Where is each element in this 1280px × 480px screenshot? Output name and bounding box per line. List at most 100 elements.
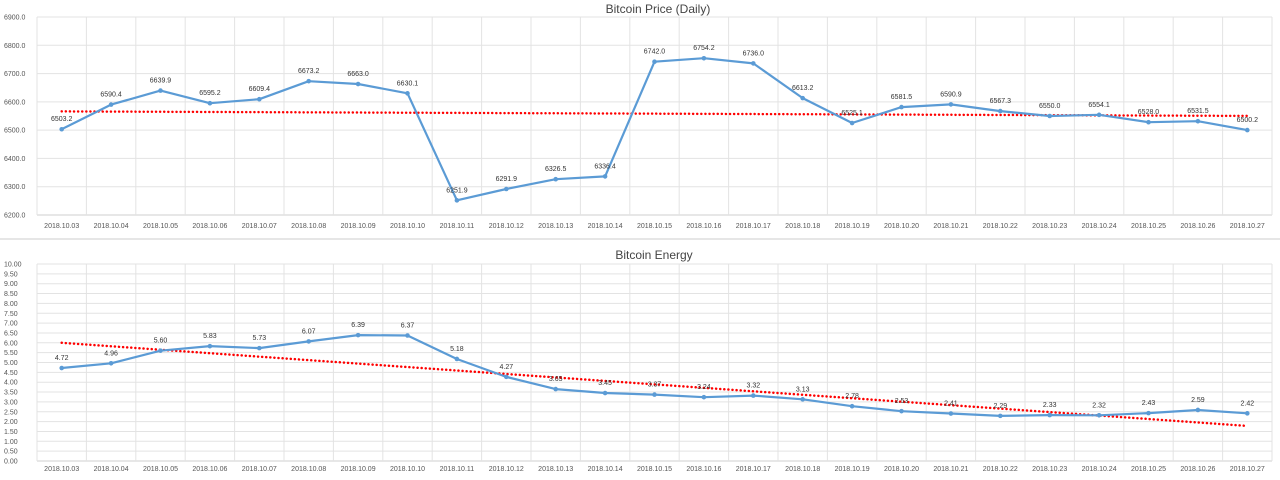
energy-x-tick-label: 2018.10.18 <box>785 466 820 473</box>
price-data-point <box>553 176 558 182</box>
price-x-tick-label: 2018.10.15 <box>637 223 672 230</box>
energy-data-label: 3.24 <box>697 384 711 391</box>
energy-y-tick-label: 3.50 <box>4 390 18 397</box>
energy-x-tick-label: 2018.10.16 <box>686 466 721 473</box>
price-data-point <box>849 120 855 126</box>
price-x-tick-label: 2018.10.07 <box>242 223 277 230</box>
energy-x-tick-label: 2018.10.23 <box>1032 466 1067 473</box>
price-y-tick-label: 6600.0 <box>4 99 26 106</box>
price-data-label: 6554.1 <box>1088 102 1110 109</box>
energy-x-tick-label: 2018.10.09 <box>341 466 376 473</box>
energy-x-tick-label: 2018.10.15 <box>637 466 672 473</box>
price-x-tick-label: 2018.10.11 <box>440 223 475 230</box>
energy-y-tick-label: 4.00 <box>4 380 18 387</box>
energy-data-point <box>257 345 262 351</box>
price-data-point <box>1146 119 1151 125</box>
energy-y-tick-label: 9.00 <box>4 281 18 288</box>
energy-data-label: 3.37 <box>648 382 662 389</box>
energy-x-tick-label: 2018.10.05 <box>143 466 178 473</box>
energy-y-tick-label: 7.00 <box>4 321 18 328</box>
energy-y-tick-label: 5.00 <box>4 360 18 367</box>
price-data-label: 6567.3 <box>990 98 1012 105</box>
price-x-tick-label: 2018.10.27 <box>1230 223 1265 230</box>
energy-data-point <box>1195 407 1201 413</box>
energy-data-label: 2.42 <box>1240 400 1254 407</box>
energy-x-tick-label: 2018.10.21 <box>933 466 968 473</box>
energy-data-label: 6.07 <box>302 328 316 335</box>
energy-y-tick-label: 5.50 <box>4 350 18 357</box>
energy-data-label: 6.37 <box>401 323 415 330</box>
price-x-tick-label: 2018.10.05 <box>143 223 178 230</box>
price-data-point <box>1096 112 1102 118</box>
price-data-label: 6531.5 <box>1187 108 1209 115</box>
energy-x-tick-label: 2018.10.24 <box>1082 466 1117 473</box>
price-data-point <box>998 108 1003 114</box>
energy-x-tick-label: 2018.10.10 <box>390 466 425 473</box>
price-data-point <box>59 126 64 132</box>
energy-data-point <box>998 413 1003 419</box>
energy-y-tick-label: 6.50 <box>4 330 18 337</box>
energy-x-tick-label: 2018.10.17 <box>736 466 771 473</box>
energy-data-point <box>751 393 756 398</box>
price-data-point <box>602 174 608 179</box>
price-x-tick-label: 2018.10.24 <box>1082 223 1117 230</box>
price-data-label: 6503.2 <box>51 116 73 123</box>
price-x-tick-label: 2018.10.03 <box>44 223 79 230</box>
energy-data-point <box>553 386 558 392</box>
price-data-point <box>800 95 805 101</box>
energy-series-line <box>61 333 1248 417</box>
price-x-tick-label: 2018.10.08 <box>291 223 326 230</box>
price-data-point <box>652 59 657 64</box>
energy-data-point <box>158 348 163 353</box>
energy-data-label: 2.53 <box>895 398 909 405</box>
chart-separator <box>0 238 1280 240</box>
price-y-tick-label: 6900.0 <box>4 15 26 22</box>
price-x-tick-label: 2018.10.12 <box>489 223 524 230</box>
energy-data-label: 5.73 <box>252 335 266 342</box>
energy-data-point <box>306 339 312 344</box>
energy-data-label: 3.65 <box>549 376 563 383</box>
energy-data-point <box>1245 411 1250 416</box>
price-data-label: 6581.5 <box>891 94 913 101</box>
energy-data-label: 2.32 <box>1092 402 1106 409</box>
price-data-label: 6528.0 <box>1138 109 1160 116</box>
energy-data-label: 4.72 <box>55 355 69 362</box>
energy-data-point <box>1096 412 1102 418</box>
energy-data-label: 3.13 <box>796 386 810 393</box>
price-data-point <box>751 61 756 66</box>
energy-data-point <box>1146 410 1151 416</box>
energy-data-label: 6.39 <box>351 322 365 329</box>
energy-y-tick-label: 0.00 <box>4 459 18 466</box>
energy-y-tick-label: 1.50 <box>4 429 18 436</box>
price-x-tick-label: 2018.10.22 <box>983 223 1018 230</box>
energy-data-label: 3.32 <box>746 383 760 390</box>
energy-chart-title: Bitcoin Energy <box>615 248 692 262</box>
price-y-tick-label: 6500.0 <box>4 128 26 135</box>
energy-data-label: 2.29 <box>993 403 1007 410</box>
energy-data-point <box>59 365 64 371</box>
energy-y-tick-label: 9.50 <box>4 271 18 278</box>
price-y-tick-label: 6200.0 <box>4 213 26 220</box>
energy-data-point <box>108 360 114 366</box>
energy-data-point <box>602 390 608 396</box>
price-data-point <box>257 96 262 102</box>
price-x-tick-label: 2018.10.26 <box>1180 223 1215 230</box>
price-data-label: 6736.0 <box>743 50 765 57</box>
energy-y-tick-label: 8.50 <box>4 291 18 298</box>
price-data-label: 6742.0 <box>644 49 666 56</box>
price-data-point <box>454 198 460 203</box>
energy-data-point <box>899 408 904 414</box>
energy-y-tick-label: 1.00 <box>4 439 18 446</box>
price-data-point <box>899 104 904 110</box>
price-data-point <box>405 91 410 96</box>
price-series-line <box>61 57 1248 202</box>
energy-x-tick-label: 2018.10.19 <box>835 466 870 473</box>
price-data-label: 6336.4 <box>594 163 616 170</box>
energy-data-label: 5.83 <box>203 333 217 340</box>
price-data-label: 6630.1 <box>397 80 419 87</box>
price-x-tick-label: 2018.10.10 <box>390 223 425 230</box>
energy-data-point <box>849 403 855 409</box>
energy-data-label: 2.33 <box>1043 402 1057 409</box>
energy-x-tick-label: 2018.10.26 <box>1180 466 1215 473</box>
price-chart: Bitcoin Price (Daily) 6503.2 6590.4 6639.9… <box>4 2 1273 230</box>
